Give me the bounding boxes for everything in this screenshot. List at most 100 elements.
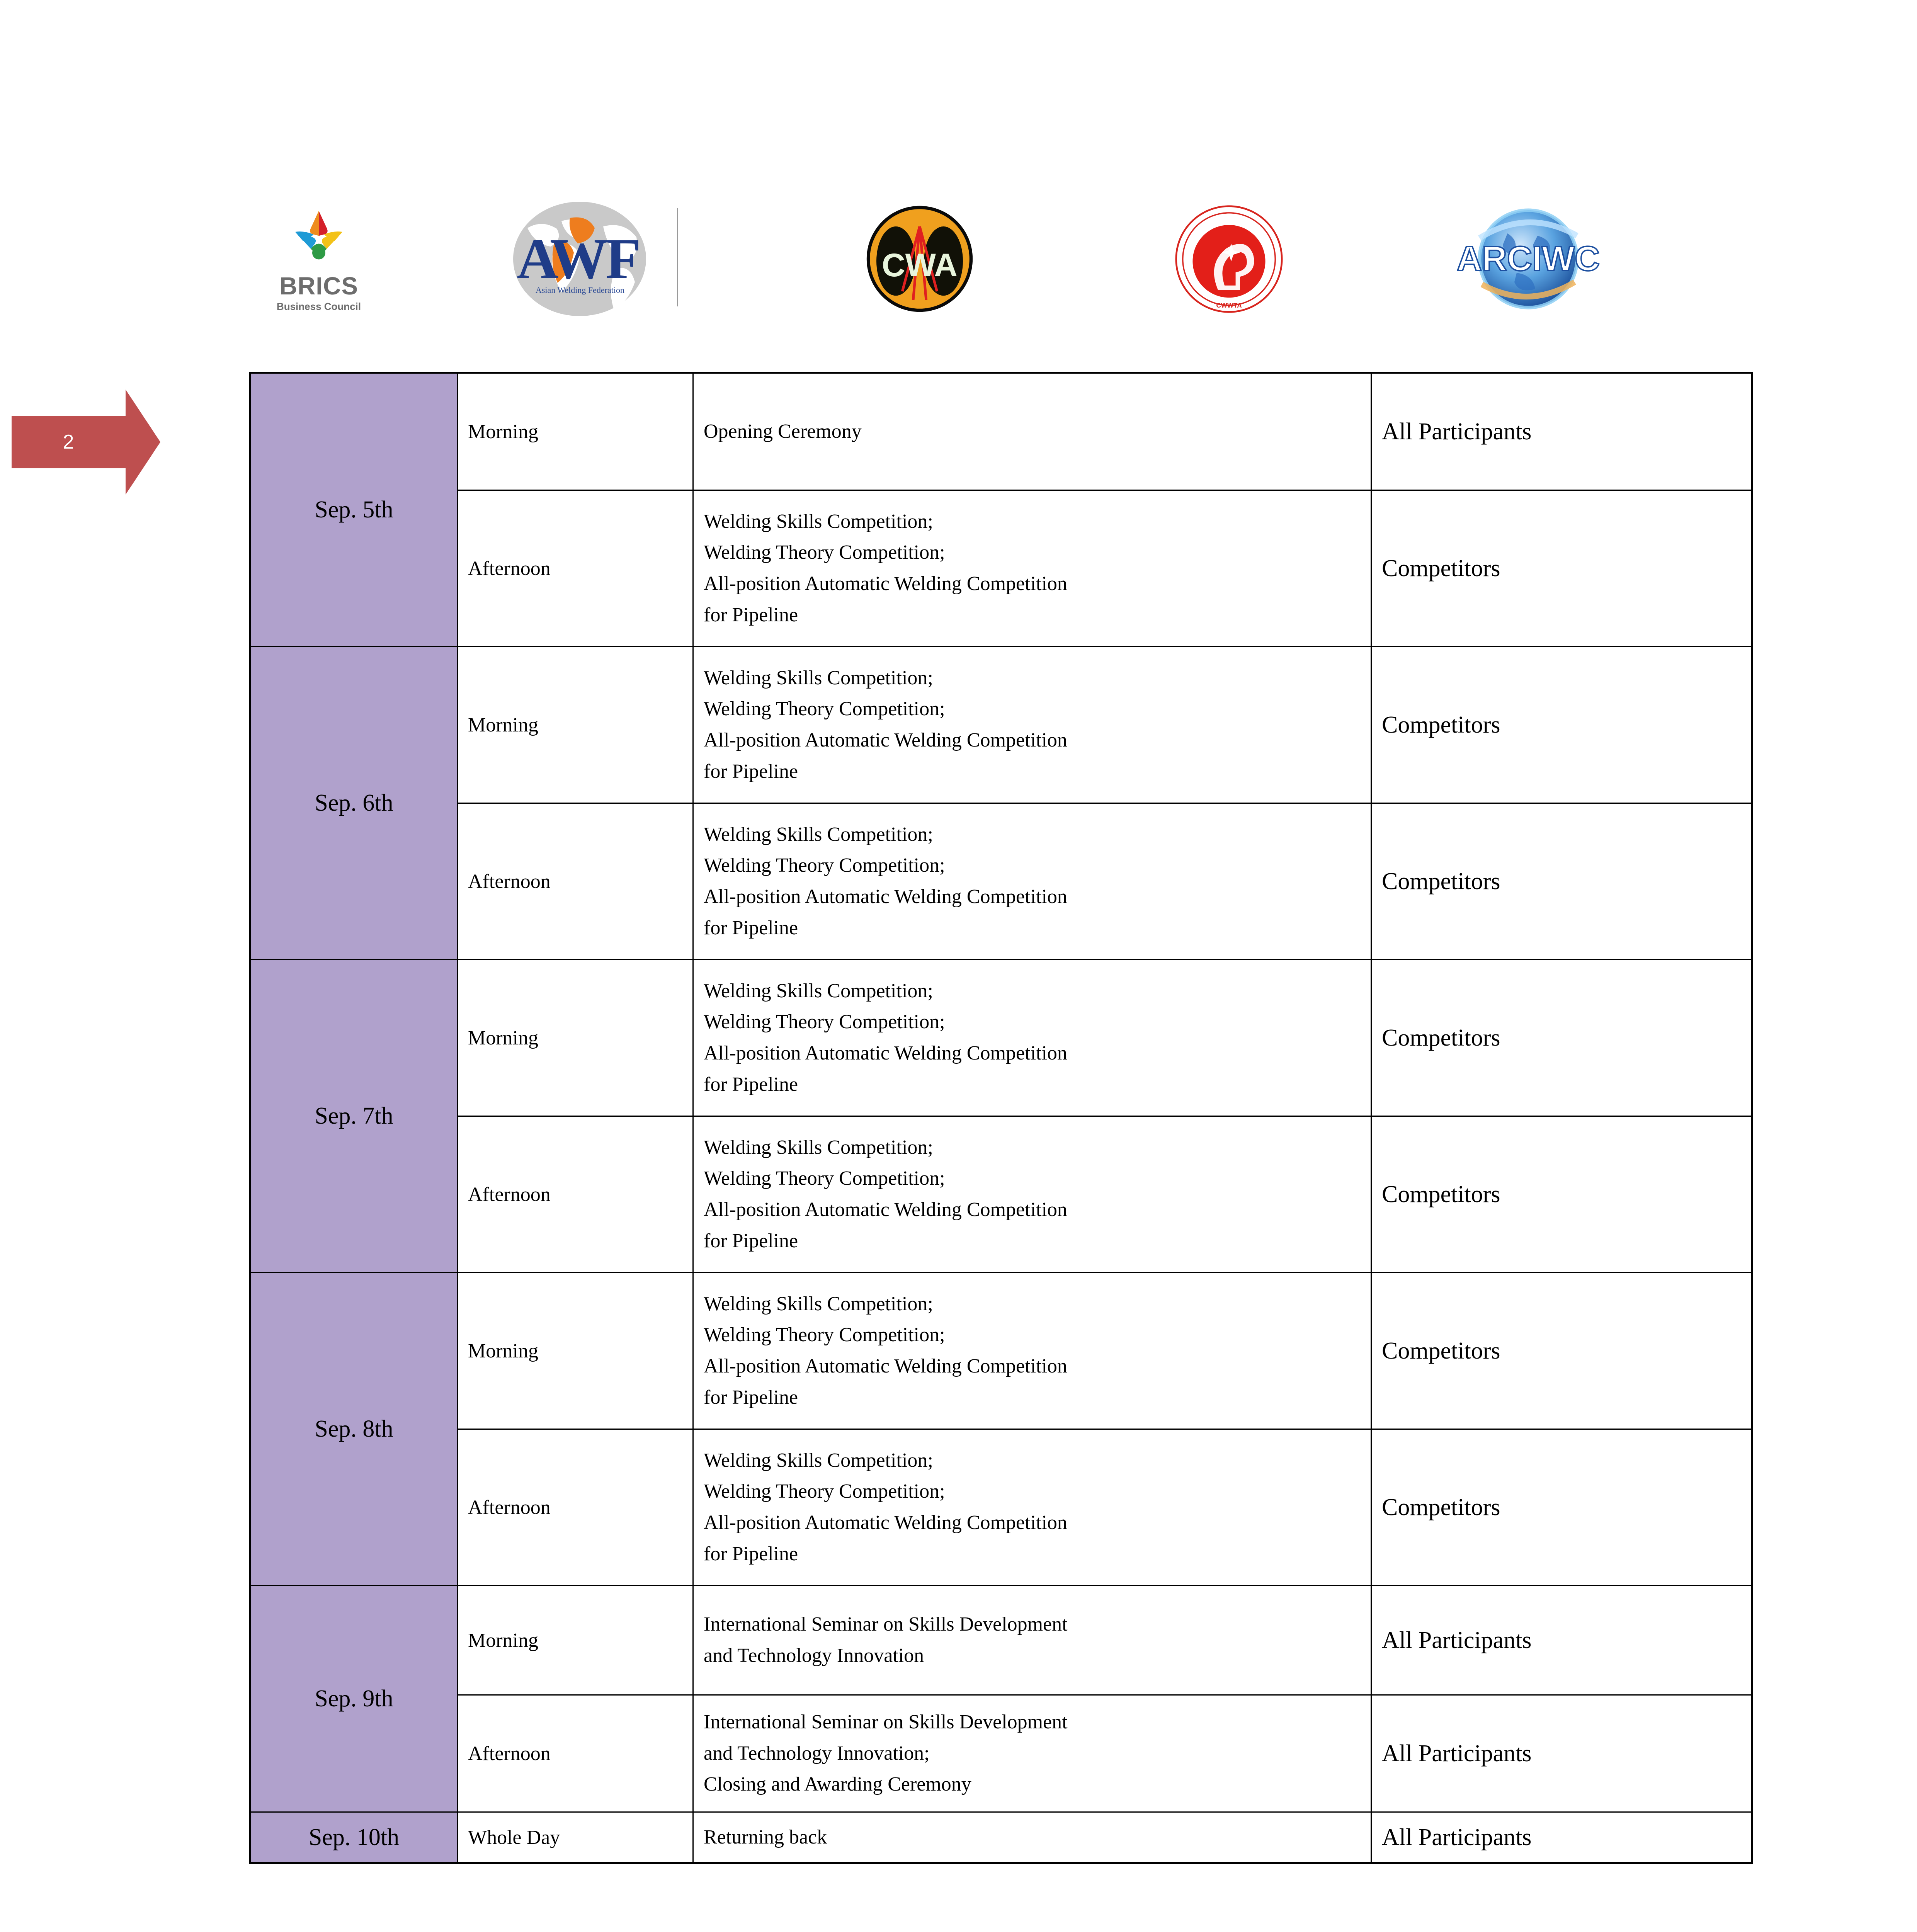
cell-participants: Competitors (1371, 1116, 1753, 1273)
cell-activity: International Seminar on Skills Developm… (692, 1694, 1372, 1813)
cell-participants: All Participants (1371, 372, 1753, 491)
cell-period: Afternoon (457, 490, 694, 647)
cell-activity: Welding Skills Competition; Welding Theo… (692, 1429, 1372, 1586)
cell-period: Morning (457, 1272, 694, 1430)
page-marker-arrow: 2 (12, 389, 160, 495)
cell-activity: Welding Skills Competition; Welding Theo… (692, 1272, 1372, 1430)
activity-line: and Technology Innovation (704, 1645, 924, 1667)
cell-participants: All Participants (1371, 1811, 1753, 1864)
cell-period: Afternoon (457, 1116, 694, 1273)
activity-line: Welding Theory Competition; (704, 1011, 945, 1033)
activity-line: for Pipeline (704, 1230, 798, 1252)
awf-logo: AWF Asian Welding Federation (498, 178, 692, 340)
activity-line: for Pipeline (704, 1073, 798, 1095)
cell-period: Afternoon (457, 1429, 694, 1586)
cell-period: Morning (457, 959, 694, 1117)
activity-line: All-position Automatic Welding Competiti… (704, 1199, 1067, 1221)
table-row: Sep. 10th Whole Day Returning back All P… (250, 1811, 1753, 1864)
activity-line: for Pipeline (704, 760, 798, 782)
cell-activity: Welding Skills Competition; Welding Theo… (692, 803, 1372, 960)
cell-period: Afternoon (457, 803, 694, 960)
activity-line: Returning back (704, 1826, 827, 1848)
cwa-seal-icon: CWA CWA (866, 206, 973, 312)
svg-text:CWA: CWA (882, 247, 958, 283)
activity-line: All-position Automatic Welding Competiti… (704, 573, 1067, 595)
table-row: Sep. 8th Morning Welding Skills Competit… (250, 1272, 1753, 1586)
cell-activity: Welding Skills Competition; Welding Theo… (692, 490, 1372, 647)
svg-text:Asian Welding Federation: Asian Welding Federation (536, 285, 624, 295)
awf-globe-icon: AWF Asian Welding Federation (513, 202, 646, 316)
cwwta-logo: CWWTA (1163, 178, 1294, 340)
cell-date: Sep. 9th (250, 1585, 458, 1813)
activity-line: Welding Theory Competition; (704, 698, 945, 720)
cell-period: Morning (457, 646, 694, 804)
right-arrow-icon (12, 389, 160, 495)
cwa-logo: CWA CWA (854, 178, 985, 340)
activity-line: Welding Theory Competition; (704, 854, 945, 877)
cell-date: Sep. 7th (250, 959, 458, 1273)
table-row: Sep. 7th Morning Welding Skills Competit… (250, 959, 1753, 1273)
activity-line: for Pipeline (704, 1386, 798, 1408)
brics-subtitle: Business Council (276, 300, 361, 312)
brics-business-council-logo: BRICS Business Council (255, 178, 383, 340)
activity-line: International Seminar on Skills Developm… (704, 1613, 1068, 1636)
activity-line: Opening Ceremony (704, 420, 862, 442)
activity-line: All-position Automatic Welding Competiti… (704, 886, 1067, 908)
table-row: Sep. 5th Morning Opening Ceremony All Pa… (250, 372, 1753, 647)
cell-participants: Competitors (1371, 959, 1753, 1117)
activity-line: Welding Theory Competition; (704, 1480, 945, 1503)
activity-line: Welding Skills Competition; (704, 510, 933, 532)
arciwc-logo: ARCIWC (1437, 178, 1619, 340)
cell-participants: All Participants (1371, 1694, 1753, 1813)
table-row: Sep. 6th Morning Welding Skills Competit… (250, 646, 1753, 960)
svg-text:CWWTA: CWWTA (1216, 301, 1242, 309)
table-row: Afternoon Welding Skills Competition; We… (250, 1429, 1753, 1586)
activity-line: Welding Theory Competition; (704, 1324, 945, 1346)
table-row: Sep. 9th Morning International Seminar o… (250, 1585, 1753, 1813)
cell-period: Morning (457, 372, 694, 491)
activity-line: for Pipeline (704, 1543, 798, 1565)
cell-date: Sep. 6th (250, 646, 458, 960)
brics-wordmark: BRICS (279, 272, 359, 300)
table-row: Afternoon Welding Skills Competition; We… (250, 490, 1753, 647)
cell-date: Sep. 10th (250, 1811, 458, 1864)
svg-text:AWF: AWF (517, 227, 638, 291)
table-row: Afternoon Welding Skills Competition; We… (250, 803, 1753, 960)
activity-line: All-position Automatic Welding Competiti… (704, 1042, 1067, 1064)
cell-activity: Welding Skills Competition; Welding Theo… (692, 646, 1372, 804)
activity-line: International Seminar on Skills Developm… (704, 1711, 1068, 1733)
activity-line: and Technology Innovation; (704, 1742, 930, 1764)
cell-activity: Welding Skills Competition; Welding Theo… (692, 959, 1372, 1117)
activity-line: All-position Automatic Welding Competiti… (704, 1512, 1067, 1534)
activity-line: Welding Theory Competition; (704, 541, 945, 564)
activity-line: Closing and Awarding Ceremony (704, 1773, 971, 1796)
cell-participants: Competitors (1371, 490, 1753, 647)
cell-period: Whole Day (457, 1811, 694, 1864)
activity-line: Welding Skills Competition; (704, 1293, 933, 1315)
cell-activity: Returning back (692, 1811, 1372, 1864)
cell-date: Sep. 5th (250, 372, 458, 647)
cell-period: Afternoon (457, 1694, 694, 1813)
logo-divider (677, 208, 678, 306)
cell-date: Sep. 8th (250, 1272, 458, 1586)
activity-line: Welding Theory Competition; (704, 1167, 945, 1190)
activity-line: Welding Skills Competition; (704, 1449, 933, 1471)
activity-line: Welding Skills Competition; (704, 980, 933, 1002)
cell-activity: Welding Skills Competition; Welding Theo… (692, 1116, 1372, 1273)
cell-activity: International Seminar on Skills Developm… (692, 1585, 1372, 1696)
cell-participants: Competitors (1371, 803, 1753, 960)
activity-line: for Pipeline (704, 604, 798, 626)
brics-star-icon (295, 211, 343, 259)
logo-strip: BRICS Business Council AWF Asian Welding… (247, 178, 1638, 340)
cell-participants: Competitors (1371, 1272, 1753, 1430)
svg-text:ARCIWC: ARCIWC (1457, 240, 1600, 278)
arciwc-globe-icon: ARCIWC (1456, 208, 1601, 310)
cell-activity: Opening Ceremony (692, 372, 1372, 491)
cell-participants: Competitors (1371, 1429, 1753, 1586)
table-row: Afternoon Welding Skills Competition; We… (250, 1116, 1753, 1273)
schedule-table: Sep. 5th Morning Opening Ceremony All Pa… (249, 372, 1753, 1864)
page-marker-label: 2 (63, 431, 75, 453)
activity-line: Welding Skills Competition; (704, 823, 933, 845)
activity-line: Welding Skills Competition; (704, 1136, 933, 1158)
activity-line: All-position Automatic Welding Competiti… (704, 729, 1067, 751)
